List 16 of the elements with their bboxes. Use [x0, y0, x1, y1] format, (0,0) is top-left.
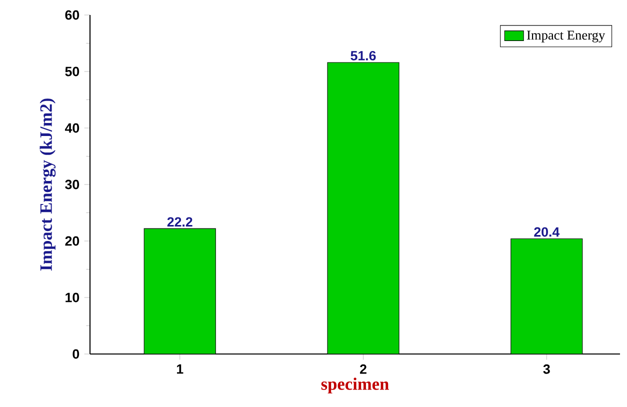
- y-tick-label: 40: [64, 123, 80, 133]
- y-tick-label: 60: [65, 10, 80, 20]
- data-label: 22.2: [167, 217, 192, 227]
- x-axis-title: specimen: [321, 378, 389, 394]
- legend-label: Impact Energy: [526, 30, 606, 42]
- y-tick-label: 20: [65, 236, 80, 246]
- y-tick-label: 30: [65, 180, 80, 190]
- x-tick-label: 2: [360, 364, 366, 374]
- x-tick-label: 3: [543, 364, 550, 374]
- data-label: 51.6: [350, 50, 376, 60]
- y-axis-title: Impact Energy (kJ/m2): [40, 98, 56, 271]
- data-label: 20.4: [534, 227, 560, 237]
- y-tick-label: 10: [66, 292, 80, 302]
- x-tick-label: 1: [176, 364, 184, 374]
- y-tick-label: 50: [65, 66, 80, 76]
- y-tick-label: 0: [72, 349, 80, 359]
